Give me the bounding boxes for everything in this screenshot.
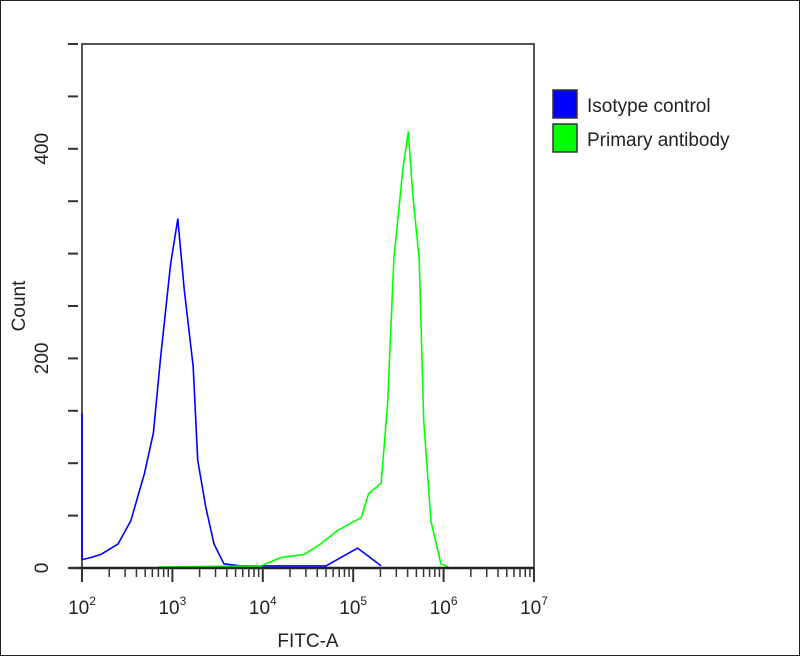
- x-tick-label: 102: [68, 594, 96, 619]
- legend-swatch: [552, 123, 578, 153]
- tick-base: 10: [430, 598, 451, 619]
- tick-exponent: 7: [541, 594, 548, 608]
- tick-base: 10: [339, 598, 360, 619]
- y-tick-label: 400: [32, 133, 53, 165]
- tick-exponent: 5: [360, 594, 367, 608]
- plot-frame: [81, 43, 535, 568]
- x-tick-label: 106: [430, 594, 458, 619]
- tick-exponent: 6: [451, 594, 458, 608]
- tick-exponent: 2: [89, 594, 96, 608]
- x-axis-label: FITC-A: [277, 631, 339, 652]
- tick-base: 10: [158, 598, 179, 619]
- y-axis-label: Count: [9, 280, 30, 331]
- y-tick-label: 200: [32, 343, 53, 375]
- y-tick-label: 0: [32, 563, 53, 574]
- tick-base: 10: [249, 598, 270, 619]
- x-tick-label: 107: [520, 594, 548, 619]
- tick-exponent: 3: [180, 594, 187, 608]
- tick-base: 10: [520, 598, 541, 619]
- series-line-primary-antibody: [158, 131, 449, 568]
- x-tick-label: 105: [339, 594, 367, 619]
- legend-label: Primary antibody: [587, 130, 730, 151]
- legend-swatch: [552, 89, 578, 119]
- tick-base: 10: [68, 598, 89, 619]
- legend-label: Isotype control: [587, 96, 711, 117]
- series-line-isotype-control: [81, 218, 382, 567]
- tick-exponent: 4: [270, 594, 277, 608]
- x-tick-label: 104: [249, 594, 277, 619]
- x-tick-label: 103: [158, 594, 186, 619]
